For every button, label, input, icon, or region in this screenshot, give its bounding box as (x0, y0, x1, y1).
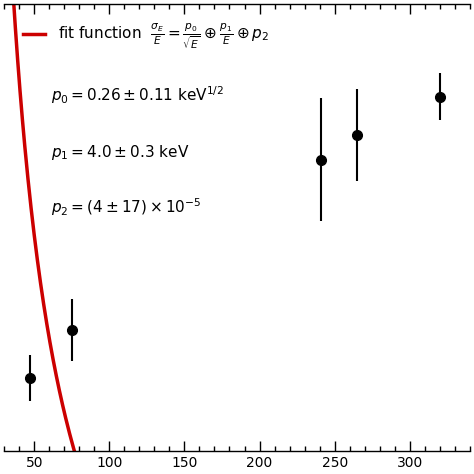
Text: $p_1 = 4.0 \pm 0.3\ \mathrm{keV}$: $p_1 = 4.0 \pm 0.3\ \mathrm{keV}$ (51, 143, 189, 162)
Text: $p_0 = 0.26 \pm 0.11\ \mathrm{keV}^{1/2}$: $p_0 = 0.26 \pm 0.11\ \mathrm{keV}^{1/2}… (51, 84, 224, 106)
Text: $p_2 = (4 \pm 17)\times 10^{-5}$: $p_2 = (4 \pm 17)\times 10^{-5}$ (51, 196, 201, 218)
Legend: fit function  $\frac{\sigma_E}{E} = \frac{p_0}{\sqrt{E}} \oplus \frac{p_1}{E} \o: fit function $\frac{\sigma_E}{E} = \frac… (17, 16, 275, 57)
